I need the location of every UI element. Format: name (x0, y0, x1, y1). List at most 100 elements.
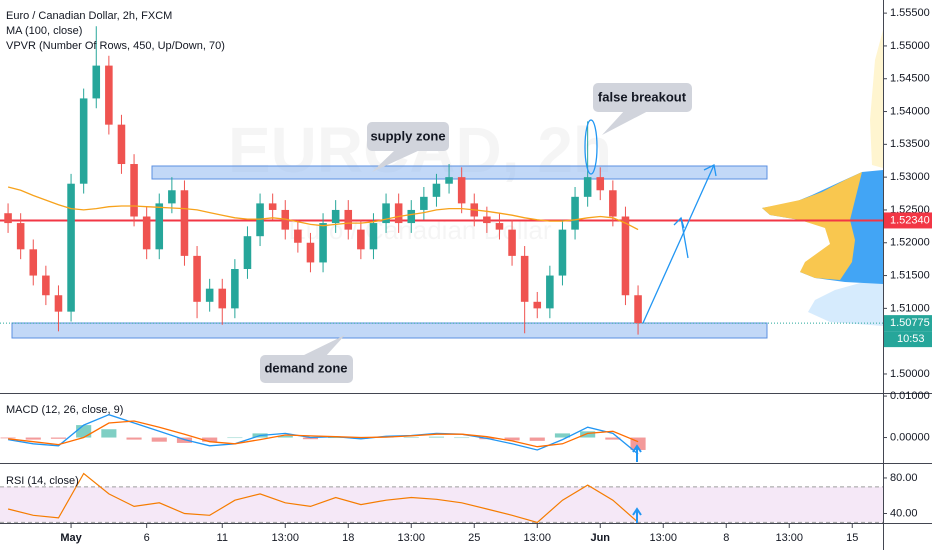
candle-body (155, 203, 164, 250)
candle-body (382, 203, 390, 224)
arrow-head (632, 507, 642, 516)
price-badge-label: 1.50775 (890, 317, 930, 329)
y-tick-label: 1.54500 (890, 73, 930, 85)
callout (593, 83, 692, 112)
volume-profile-up (762, 172, 862, 280)
histogram-bar (454, 437, 470, 439)
callout-tail (372, 150, 420, 172)
candle-body (445, 177, 453, 184)
arrow-head (703, 164, 717, 177)
candle-body (243, 236, 252, 269)
candle-body (520, 255, 529, 302)
panel-title: MACD (12, 26, close, 9) (6, 404, 123, 416)
x-tick-label: 13:00 (649, 532, 677, 544)
candle-body (495, 223, 504, 230)
candle-body (357, 229, 365, 250)
countdown: 10:53 (897, 333, 925, 345)
candle-body (29, 249, 38, 276)
candle-body (117, 124, 126, 165)
indicator-line (7, 414, 639, 455)
volume-profile-top (870, 30, 883, 168)
annotation: supply zone (370, 128, 445, 143)
histogram-bar (202, 437, 218, 442)
candle-body (571, 196, 579, 230)
histogram-bar (504, 437, 520, 441)
callout-tail (602, 110, 650, 135)
histogram-bar (25, 437, 41, 440)
y-tick-label: 1.53500 (890, 138, 930, 150)
demand-zone (11, 322, 768, 339)
candle-body (42, 275, 50, 296)
callout-tail (300, 335, 345, 357)
candle-body (596, 177, 605, 191)
countdown-badge (884, 331, 932, 348)
x-tick-label: 18 (342, 532, 354, 544)
candle-body (130, 164, 138, 217)
candle-body (344, 209, 353, 230)
callout (260, 355, 353, 383)
y-tick-label: 0.01000 (890, 390, 930, 402)
candle-body (218, 288, 227, 309)
indicator-label: VPVR (Number Of Rows, 450, Up/Down, 70) (6, 40, 225, 52)
candle-body (79, 98, 88, 184)
candle-body (407, 209, 416, 224)
candle-body (583, 177, 592, 197)
candle-body (92, 65, 101, 99)
y-tick-label: 1.54000 (890, 105, 930, 117)
candle-body (331, 209, 340, 224)
histogram-bar (126, 437, 142, 440)
price-badge (884, 315, 932, 332)
x-tick-label: 13:00 (271, 532, 299, 544)
candle-body (105, 65, 113, 125)
y-tick-label: 0.00000 (890, 431, 930, 443)
histogram-bar (151, 437, 167, 442)
candle-body (508, 229, 516, 256)
callout (367, 122, 449, 151)
x-tick-label: Jun (590, 532, 610, 544)
price-badge-label: 1.52340 (890, 214, 930, 226)
histogram-bar (227, 437, 243, 439)
candle-body (180, 190, 189, 256)
candle-body (294, 229, 302, 243)
volume-profile-low (808, 280, 883, 326)
y-tick-label: 1.53000 (890, 171, 930, 183)
candle-body (205, 288, 214, 302)
y-tick-label: 1.55000 (890, 40, 930, 52)
candle-body (533, 301, 542, 309)
indicator-line (7, 472, 639, 524)
x-tick-label: 13:00 (397, 532, 425, 544)
price-badge (884, 212, 932, 229)
histogram-bar (0, 437, 16, 439)
histogram-bar (76, 425, 92, 438)
histogram-bar (50, 437, 67, 439)
histogram-bar (403, 437, 419, 438)
histogram-bar (554, 433, 571, 438)
y-tick-label: 40.00 (890, 507, 918, 519)
histogram-bar (277, 435, 293, 438)
arrow-head (632, 444, 642, 453)
chart-title: Euro / Canadian Dollar, 2h, FXCM (6, 10, 172, 22)
indicator-line (8, 420, 639, 448)
candle-body (168, 190, 176, 204)
rsi-band (0, 486, 883, 523)
candle-body (142, 216, 151, 250)
candle-body (609, 190, 617, 217)
panel-title: RSI (14, close) (6, 475, 79, 487)
x-tick-label: 8 (723, 532, 729, 544)
histogram-bar (580, 431, 596, 438)
candle-body (67, 183, 75, 312)
candle-body (319, 223, 327, 263)
histogram-bar (605, 437, 621, 440)
candle-body (483, 216, 491, 224)
candle-body (420, 196, 428, 210)
candle-body (281, 209, 290, 230)
x-tick-label: 6 (144, 532, 150, 544)
histogram-bar (101, 429, 117, 438)
candle-body (546, 275, 554, 309)
highlight-ellipse (584, 119, 598, 175)
x-tick-label: 15 (846, 532, 858, 544)
x-tick-label: 25 (468, 532, 480, 544)
